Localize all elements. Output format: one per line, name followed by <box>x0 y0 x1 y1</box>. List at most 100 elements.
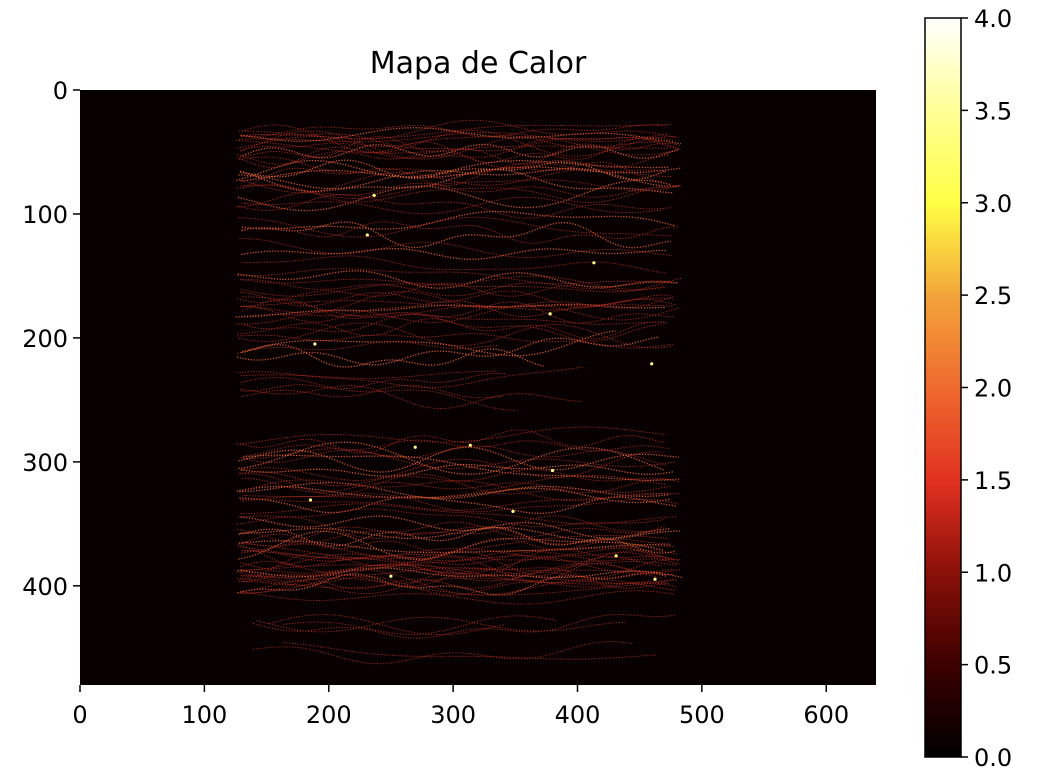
peak-point <box>592 261 596 265</box>
trace-line <box>242 493 680 513</box>
trace-line <box>239 560 669 589</box>
trace-line <box>237 577 668 596</box>
trace-line <box>241 130 678 160</box>
trace-line <box>241 313 667 325</box>
trace-line <box>239 168 673 194</box>
y-axis: 0 100 200 300 400 <box>22 77 80 601</box>
trace-line <box>241 255 667 274</box>
chart-title: Mapa de Calor <box>370 46 587 81</box>
trace-line <box>283 642 657 660</box>
trace-line <box>238 530 664 560</box>
peak-point <box>308 498 313 502</box>
trace-line <box>244 547 681 562</box>
trace-line <box>237 179 671 212</box>
trace-line <box>241 247 667 260</box>
trace-line <box>239 508 665 528</box>
x-tick-label: 600 <box>803 701 849 729</box>
peak-point <box>650 362 654 366</box>
trace-line <box>239 493 681 511</box>
trace-line <box>242 279 672 297</box>
peak-point <box>372 193 376 197</box>
trace-line <box>241 543 671 565</box>
trace-line <box>268 614 504 636</box>
trace-line <box>240 552 682 582</box>
trace-line <box>239 482 669 500</box>
trace-line <box>241 568 675 595</box>
peak-point <box>389 574 393 578</box>
y-tick-label: 100 <box>22 201 68 229</box>
trace-line <box>242 184 680 204</box>
x-tick-label: 100 <box>181 701 227 729</box>
colorbar-tick-label: 1.0 <box>974 559 1012 587</box>
trace-line <box>237 136 682 165</box>
x-tick-label: 200 <box>306 701 352 729</box>
trace-line <box>238 559 679 590</box>
trace-line <box>239 473 673 496</box>
trace-line <box>239 561 677 575</box>
trace-line <box>241 283 664 297</box>
peak-point <box>468 443 472 447</box>
trace-line <box>237 268 678 285</box>
trace-line <box>240 127 681 145</box>
trace-line <box>243 521 666 547</box>
colorbar-axis: 0.0 0.5 1.0 1.5 2.0 2.5 3.0 3.5 4.0 <box>961 5 1012 772</box>
trace-line <box>237 270 679 289</box>
trace-line <box>239 429 666 454</box>
peak-point <box>365 233 369 237</box>
trace-line <box>238 540 672 554</box>
trace-line <box>243 448 677 469</box>
trace-line <box>252 641 634 665</box>
peak-point <box>313 342 317 346</box>
trace-line <box>242 330 616 357</box>
trace-line <box>243 475 666 499</box>
x-tick-label: 500 <box>679 701 725 729</box>
trace-line <box>241 564 675 594</box>
trace-line <box>237 526 671 545</box>
trace-line <box>238 441 665 475</box>
heatmap-traces <box>235 119 682 665</box>
trace-line <box>252 614 675 639</box>
trace-line <box>243 439 670 457</box>
x-tick-label: 300 <box>430 701 476 729</box>
trace-line <box>236 515 666 539</box>
trace-line <box>239 568 677 596</box>
trace-line <box>236 182 670 208</box>
trace-line <box>241 221 679 244</box>
trace-line <box>236 426 667 446</box>
colorbar-tick-label: 4.0 <box>974 5 1012 33</box>
trace-line <box>242 479 672 502</box>
peak-point <box>511 509 515 513</box>
y-tick-label: 300 <box>22 449 68 477</box>
trace-line <box>237 341 499 354</box>
trace-line <box>241 196 663 215</box>
trace-line <box>237 313 664 342</box>
peak-point <box>548 312 552 316</box>
peak-point <box>653 577 657 581</box>
trace-line <box>240 567 663 577</box>
trace-line <box>241 377 518 411</box>
trace-line <box>239 385 584 409</box>
trace-line <box>240 445 666 466</box>
colorbar-tick-label: 2.0 <box>974 375 1012 403</box>
colorbar-tick-label: 3.5 <box>974 97 1012 125</box>
y-tick-label: 0 <box>53 77 68 105</box>
trace-line <box>238 194 672 219</box>
trace-line <box>241 549 679 562</box>
trace-line <box>240 169 674 194</box>
trace-line <box>241 451 664 481</box>
x-tick-label: 400 <box>555 701 601 729</box>
x-tick-label: 0 <box>72 701 87 729</box>
trace-line <box>238 132 669 143</box>
trace-line <box>238 216 672 238</box>
trace-line <box>241 166 682 182</box>
y-tick-label: 400 <box>22 573 68 601</box>
trace-line <box>239 136 677 159</box>
trace-line <box>237 277 682 303</box>
trace-line <box>242 296 676 318</box>
trace-line <box>242 143 680 159</box>
trace-line <box>241 134 671 149</box>
colorbar-tick-label: 0.0 <box>974 744 1012 772</box>
trace-line <box>240 159 667 181</box>
trace-line <box>236 366 584 389</box>
y-tick-label: 200 <box>22 325 68 353</box>
